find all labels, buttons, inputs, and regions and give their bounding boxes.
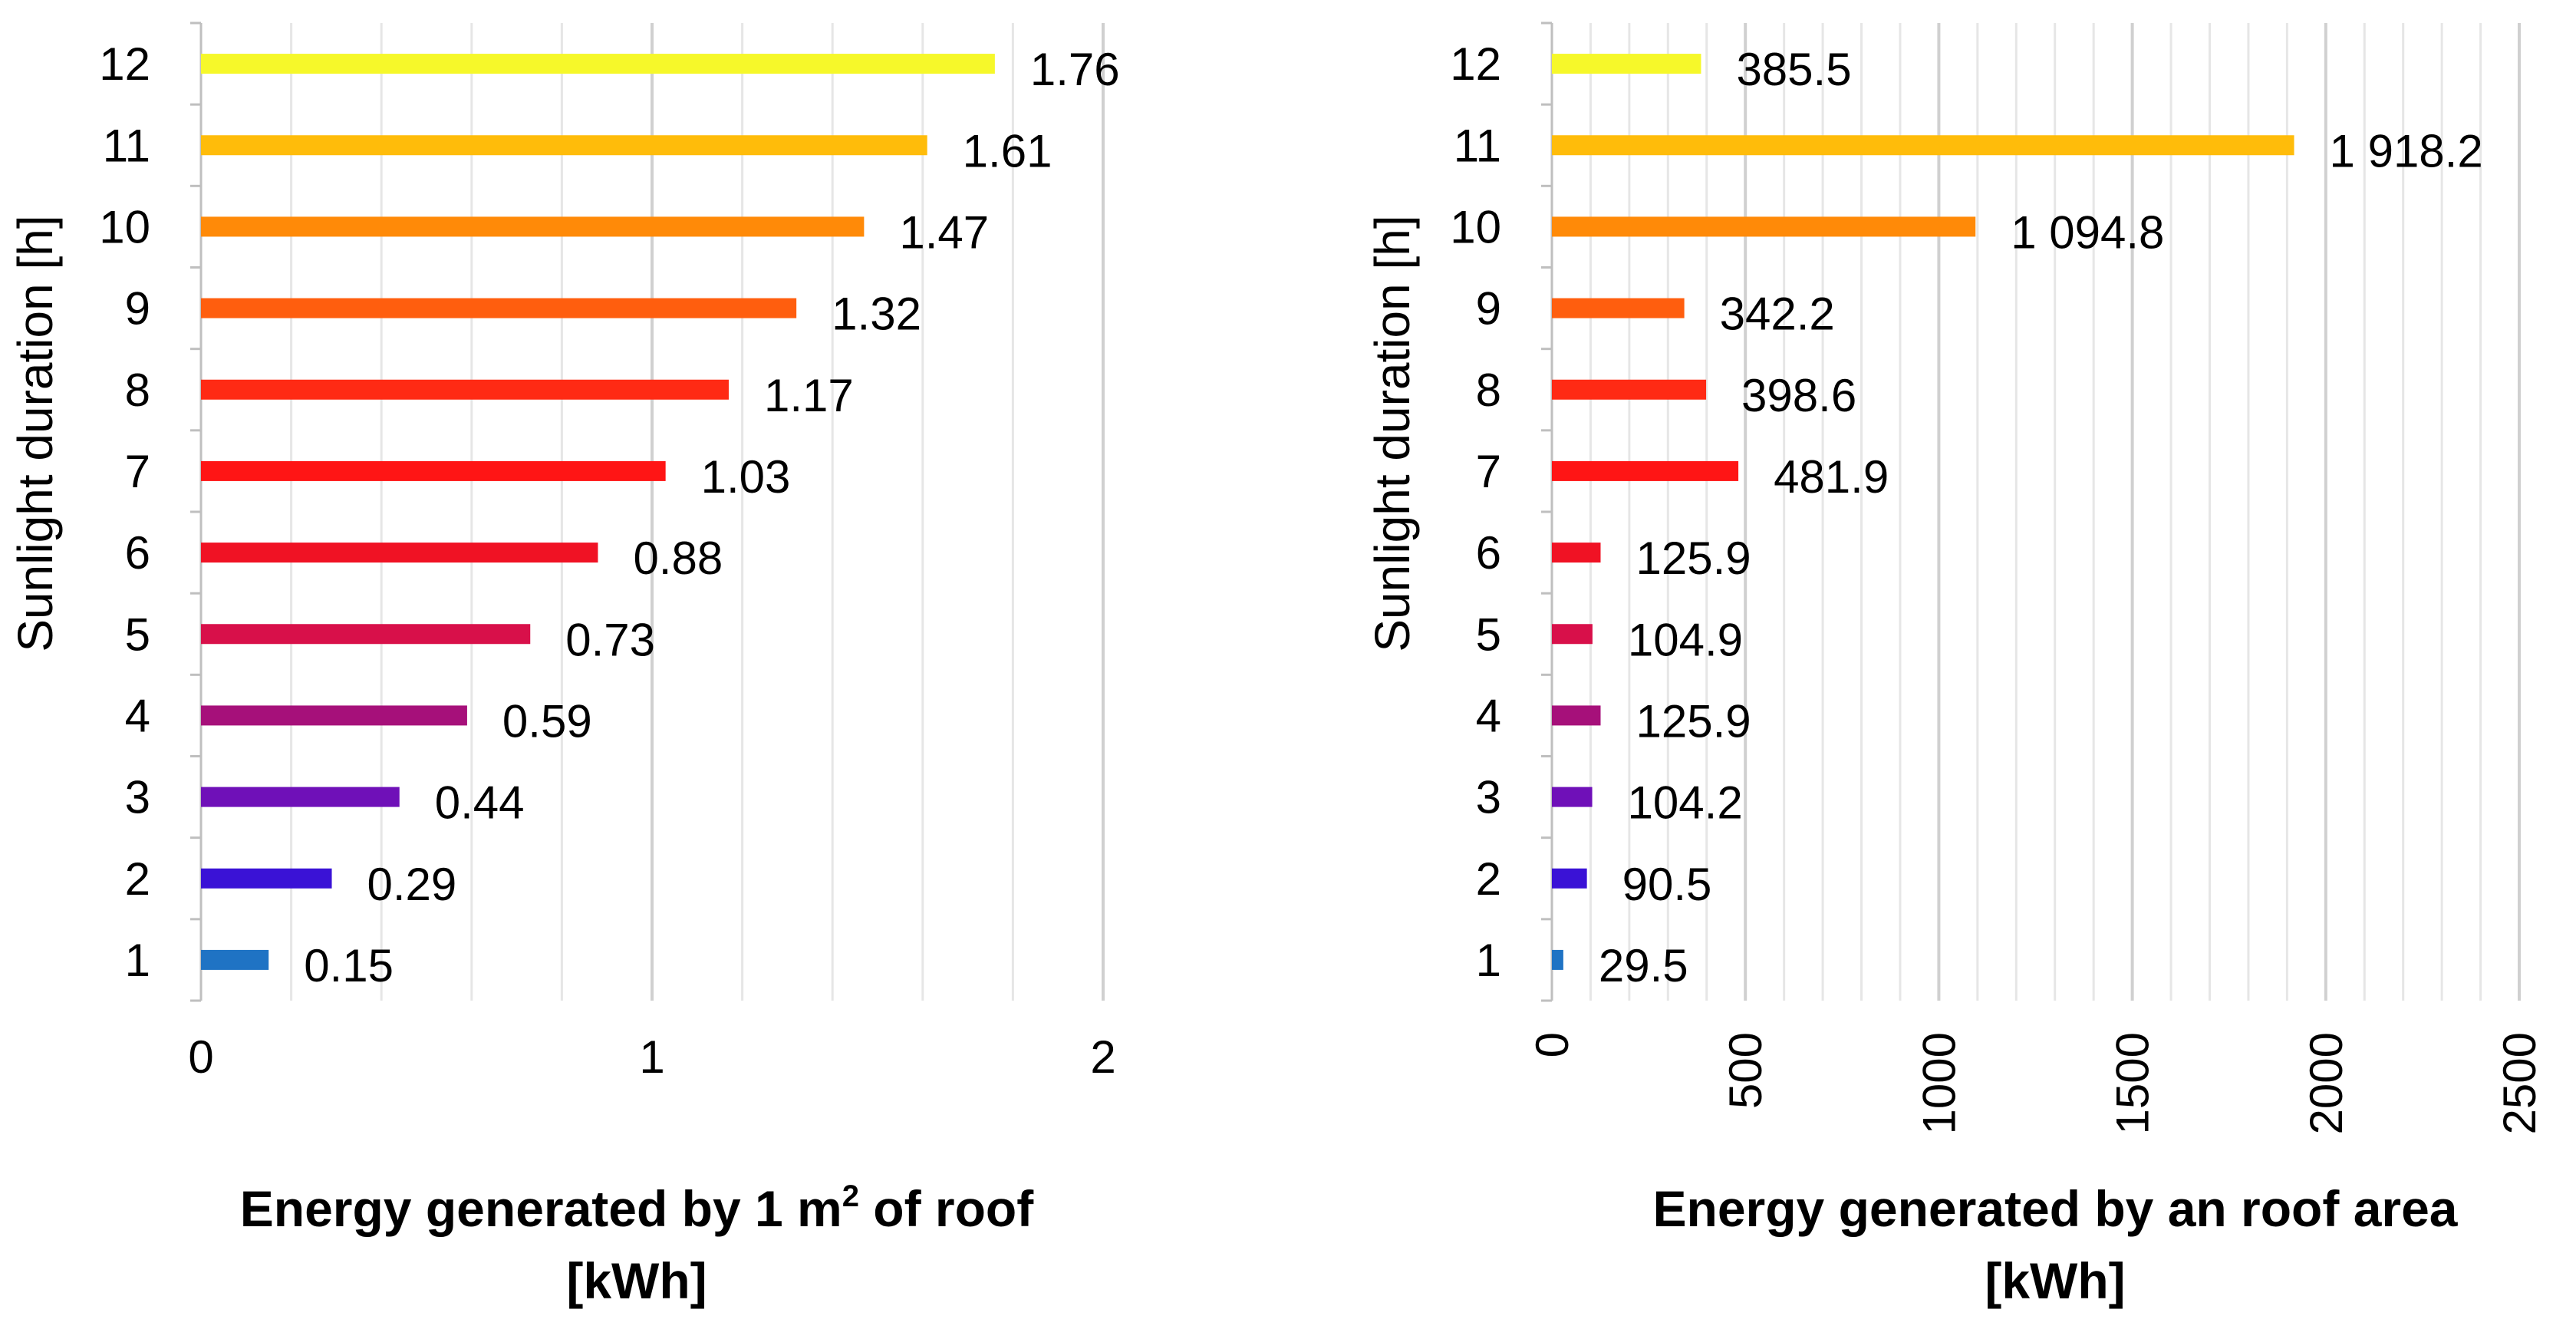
bar-9h [1552, 298, 1685, 318]
data-label-4h: 0.59 [502, 695, 592, 747]
y-tick-label-7: 7 [1476, 446, 1501, 497]
y-tick-label-6: 6 [125, 527, 150, 579]
y-tick-label-5: 5 [1476, 609, 1501, 660]
chart-energy-per-m2-svg: 0.15 0.29 0.44 0.59 0.73 0.88 1.03 1.17 1.32 1.47… [8, 21, 1120, 1309]
x-tick-label-500: 500 [1720, 1032, 1771, 1109]
x-tick-label-0: 0 [188, 1031, 213, 1083]
bar-7h [201, 460, 666, 481]
x-axis-title-superscript: 2 [842, 1179, 859, 1213]
data-label-2h: 0.29 [367, 859, 457, 910]
data-label-9h: 1.32 [832, 289, 921, 340]
data-label-5h: 104.9 [1628, 614, 1743, 665]
bar-6h [201, 543, 598, 563]
y-tick-label-10: 10 [1450, 201, 1501, 252]
y-axis-title: Sunlight duration [h] [1365, 215, 1420, 651]
y-tick-label-9: 9 [1476, 283, 1501, 335]
x-tick-label-1000: 1000 [1913, 1032, 1965, 1134]
y-tick-label-6: 6 [1476, 527, 1501, 579]
x-tick-label-0: 0 [1527, 1032, 1578, 1057]
y-tick-label-8: 8 [125, 364, 150, 416]
chart-energy-per-m2: 0.15 0.29 0.44 0.59 0.73 0.88 1.03 1.17 1.32 1.47… [8, 21, 1120, 1309]
y-tick-label-5: 5 [125, 609, 150, 660]
bar-4h [201, 705, 467, 726]
bar-2h [1552, 868, 1587, 889]
data-label-10h: 1.47 [899, 206, 989, 258]
x-tick-label-2500: 2500 [2494, 1032, 2545, 1134]
bar-2h [201, 868, 332, 889]
bar-5h [201, 624, 531, 645]
y-tick-label-12: 12 [1450, 38, 1501, 90]
bar-12h [1552, 54, 1701, 74]
data-label-2h: 90.5 [1622, 859, 1712, 910]
bar-1h [1552, 949, 1563, 970]
y-tick-label-10: 10 [99, 201, 150, 252]
data-label-7h: 1.03 [701, 451, 791, 503]
y-tick-label-4: 4 [1476, 690, 1501, 741]
chart-energy-per-roof-area-svg: 29.590.5104.2125.9104.9125.9481.9398.634… [1365, 21, 2545, 1309]
y-tick-label-2: 2 [1476, 853, 1501, 905]
data-label-8h: 1.17 [764, 370, 854, 421]
data-label-12h: 385.5 [1736, 44, 1851, 95]
data-label-9h: 342.2 [1720, 289, 1835, 340]
x-tick-label-1: 1 [639, 1031, 664, 1083]
bar-10h [201, 216, 865, 237]
x-axis-title-line2: [kWh] [1985, 1252, 2125, 1309]
y-tick-label-9: 9 [125, 283, 150, 335]
chart-energy-per-roof-area: 29.5 90.5 104.2 125.9 104.9 125.9 481.9 398.6 34… [1288, 0, 2576, 1326]
y-tick-label-11: 11 [103, 120, 150, 171]
bar-8h [201, 379, 729, 400]
y-tick-label-12: 12 [99, 38, 150, 90]
data-label-7h: 481.9 [1774, 451, 1889, 503]
y-tick-label-3: 3 [1476, 772, 1501, 823]
bar-6h [1552, 543, 1601, 563]
data-label-6h: 125.9 [1636, 533, 1751, 584]
data-label-8h: 398.6 [1741, 370, 1856, 421]
x-axis-title-line1: Energy generated by an roof area [1652, 1180, 2458, 1237]
data-label-3h: 104.2 [1628, 777, 1743, 829]
data-label-4h: 125.9 [1636, 695, 1751, 747]
x-tick-label-2: 2 [1090, 1031, 1115, 1083]
x-axis-title-main: Energy generated by 1 m [240, 1180, 842, 1237]
x-axis-title-line2: [kWh] [566, 1252, 707, 1309]
bar-4h [1552, 705, 1601, 726]
y-tick-label-8: 8 [1476, 364, 1501, 416]
bar-7h [1552, 460, 1739, 481]
bar-12h [201, 54, 995, 74]
data-label-11h: 1.61 [963, 125, 1052, 176]
x-tick-label-1500: 1500 [2107, 1032, 2159, 1134]
data-label-3h: 0.44 [435, 777, 525, 829]
data-label-6h: 0.88 [633, 533, 723, 584]
data-label-12h: 1.76 [1030, 44, 1120, 95]
y-tick-label-7: 7 [125, 446, 150, 497]
data-label-1h: 0.15 [304, 940, 394, 991]
y-tick-label-11: 11 [1454, 120, 1501, 171]
bar-11h [1552, 135, 2294, 156]
y-tick-label-1: 1 [1476, 935, 1501, 986]
bar-3h [1552, 787, 1593, 807]
bar-10h [1552, 216, 1976, 237]
data-label-11h: 1 918.2 [2330, 125, 2483, 176]
bar-11h [201, 135, 927, 156]
data-label-5h: 0.73 [565, 614, 655, 665]
bar-3h [201, 787, 400, 807]
y-tick-label-2: 2 [125, 853, 150, 905]
bar-8h [1552, 379, 1707, 400]
x-axis-title-line1: Energy generated by 1 m2 of roof [240, 1179, 1034, 1237]
data-label-1h: 29.5 [1599, 940, 1688, 991]
bar-1h [201, 949, 269, 970]
y-tick-label-3: 3 [125, 772, 150, 823]
bar-9h [201, 298, 797, 318]
x-tick-label-2000: 2000 [2301, 1032, 2352, 1134]
data-label-10h: 1 094.8 [2011, 206, 2164, 258]
y-axis-title: Sunlight duration [h] [8, 215, 63, 651]
y-tick-label-4: 4 [125, 690, 150, 741]
x-axis-title-tail: of roof [859, 1180, 1034, 1237]
bar-5h [1552, 624, 1593, 645]
y-tick-label-1: 1 [125, 935, 150, 986]
